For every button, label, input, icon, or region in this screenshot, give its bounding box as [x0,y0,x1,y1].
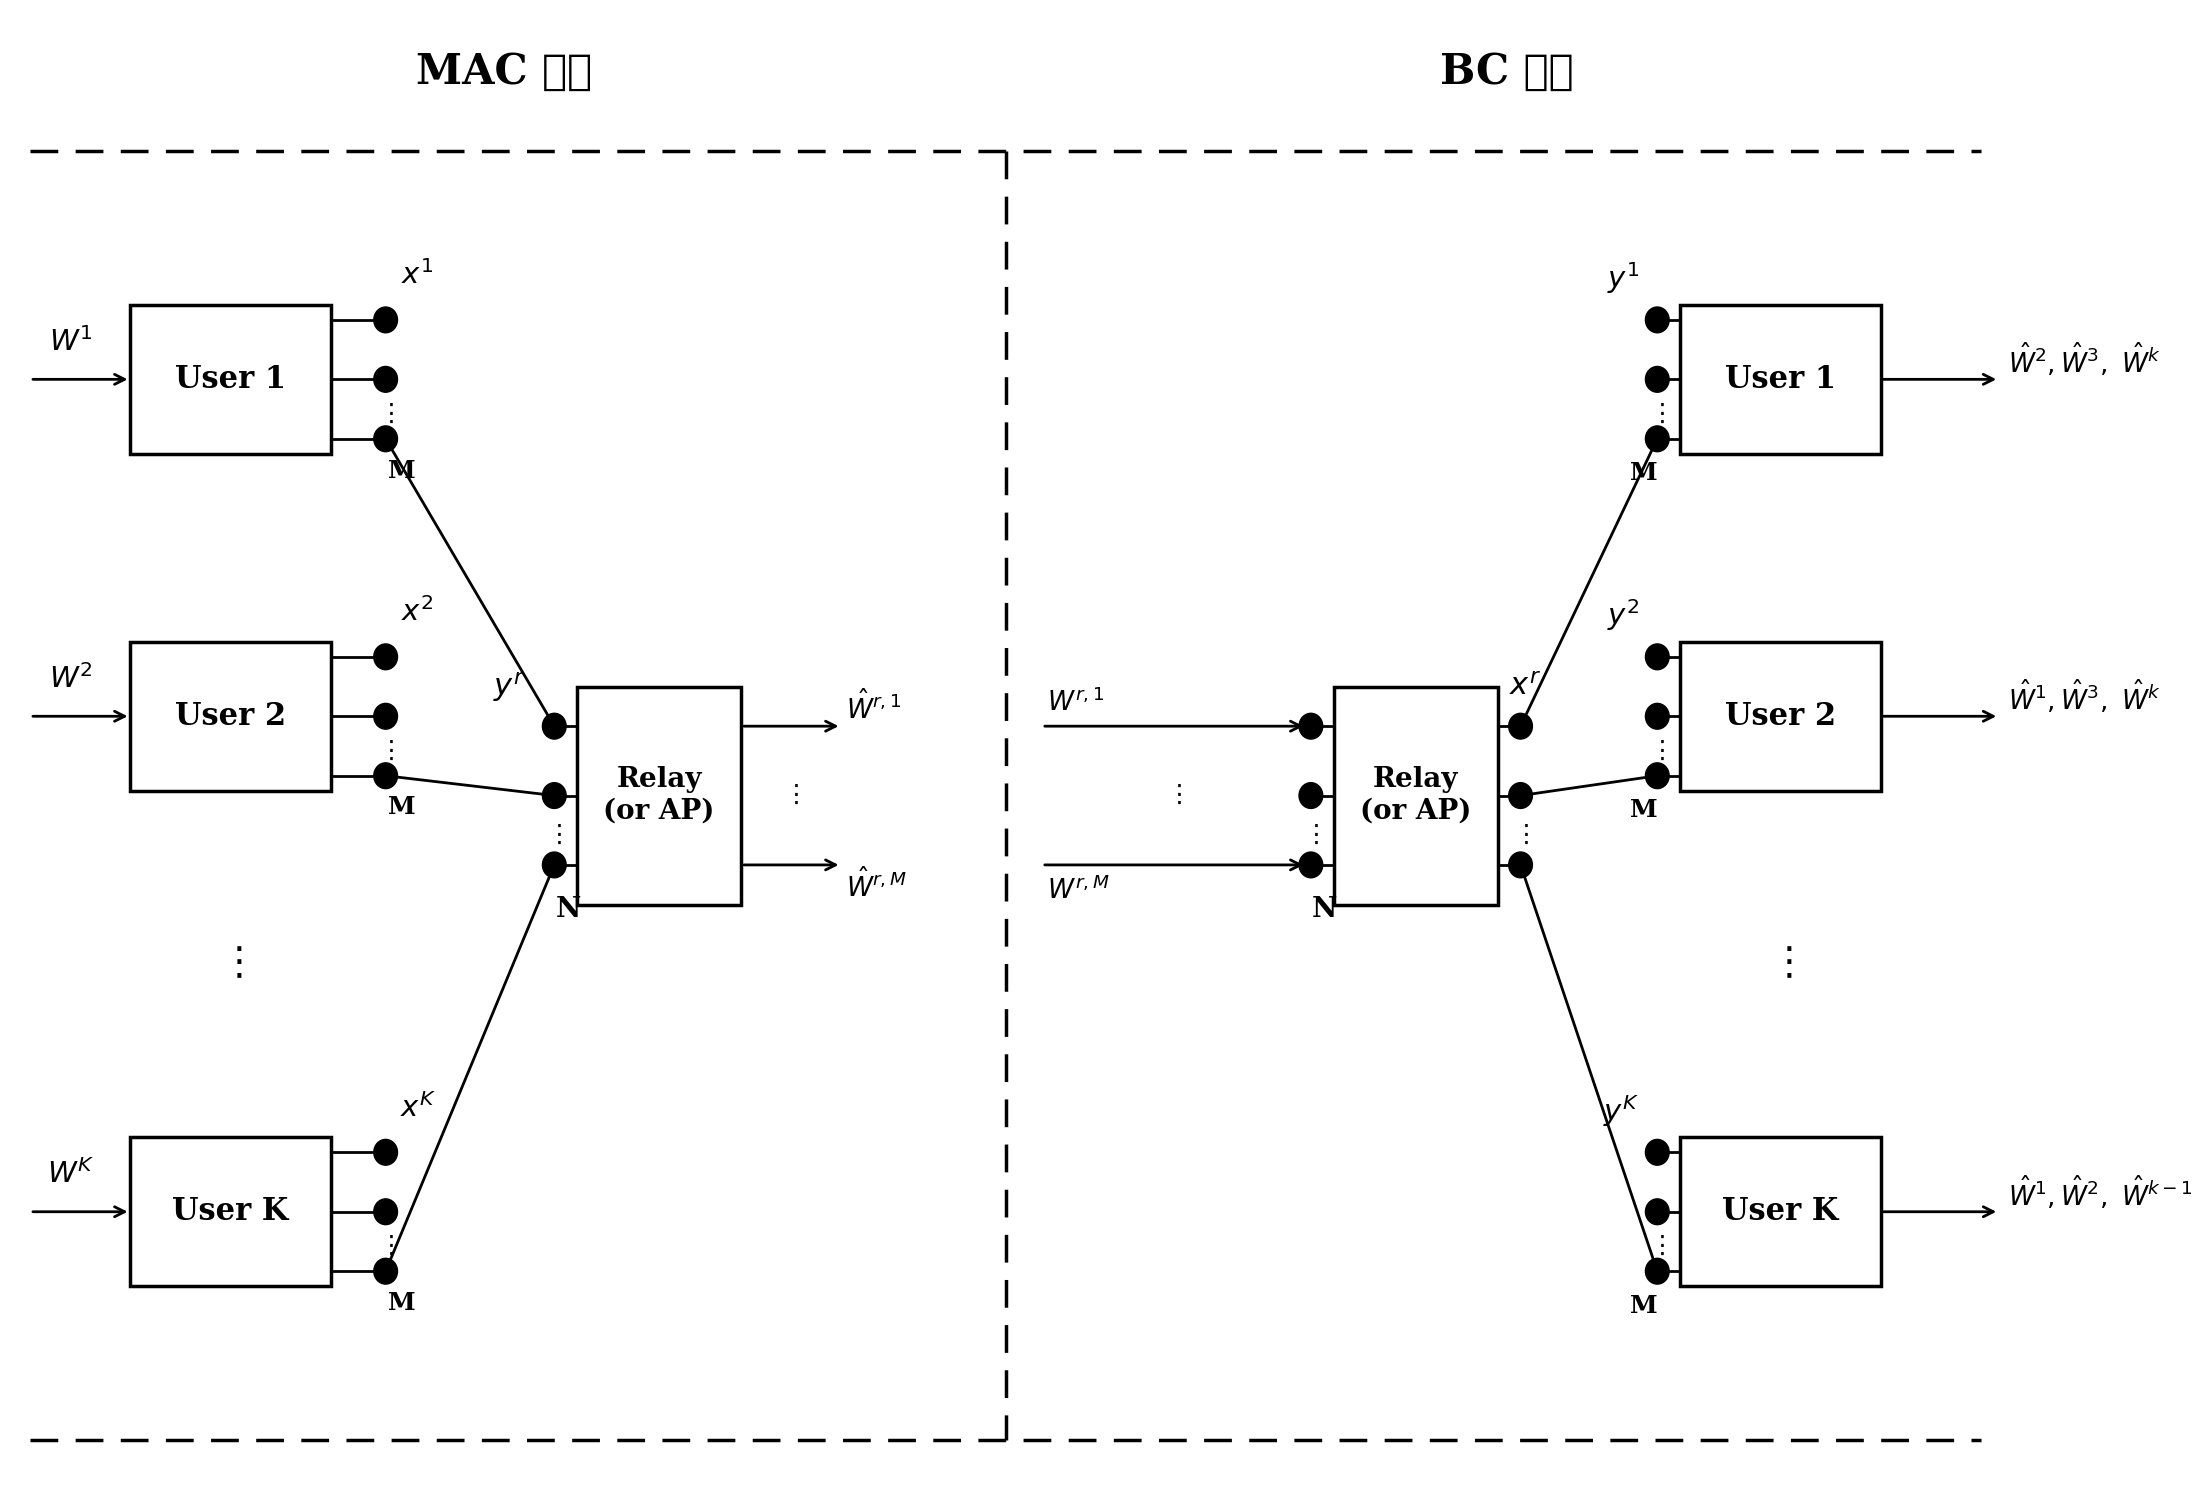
Circle shape [1509,852,1533,877]
Circle shape [1645,307,1669,333]
Text: $y^2$: $y^2$ [1607,597,1638,633]
Text: $\vdots$: $\vdots$ [1649,1235,1665,1258]
Text: User K: User K [173,1197,290,1228]
FancyBboxPatch shape [1333,686,1498,904]
Circle shape [1509,713,1533,739]
FancyBboxPatch shape [1680,1137,1880,1286]
Circle shape [1300,852,1322,877]
Text: $y^r$: $y^r$ [492,670,525,704]
Text: $W^K$: $W^K$ [48,1159,94,1189]
Circle shape [373,645,397,670]
Circle shape [373,1140,397,1165]
Circle shape [1645,1258,1669,1285]
Text: $\vdots$: $\vdots$ [1513,824,1528,847]
Text: $\hat{W}^2, \hat{W}^3,\ \hat{W}^k$: $\hat{W}^2, \hat{W}^3,\ \hat{W}^k$ [2007,340,2161,377]
Text: $\vdots$: $\vdots$ [1302,824,1320,847]
Text: M: M [389,1291,415,1314]
Circle shape [542,783,567,809]
Text: $W^{r,1}$: $W^{r,1}$ [1047,688,1105,716]
Text: $\vdots$: $\vdots$ [784,783,799,807]
Text: $\vdots$: $\vdots$ [1166,783,1181,807]
Circle shape [373,1258,397,1285]
Text: $\vdots$: $\vdots$ [1649,403,1665,425]
Text: User K: User K [1722,1197,1838,1228]
Circle shape [1645,645,1669,670]
Text: $y^K$: $y^K$ [1603,1092,1638,1128]
Text: $\hat{W}^1, \hat{W}^2,\ \hat{W}^{k-1}$: $\hat{W}^1, \hat{W}^2,\ \hat{W}^{k-1}$ [2007,1173,2194,1210]
FancyBboxPatch shape [130,642,332,791]
Text: M: M [1629,461,1658,485]
Text: $y^1$: $y^1$ [1607,260,1638,297]
Circle shape [542,852,567,877]
Circle shape [1645,762,1669,789]
Text: BC 阶段: BC 阶段 [1441,51,1575,93]
Text: User 2: User 2 [176,701,285,731]
Text: $\vdots$: $\vdots$ [1768,946,1792,983]
Text: $W^2$: $W^2$ [48,664,92,694]
Circle shape [1645,703,1669,730]
Text: $\vdots$: $\vdots$ [378,740,393,762]
Circle shape [373,1200,397,1225]
FancyBboxPatch shape [1680,642,1880,791]
Text: $W^1$: $W^1$ [48,327,92,357]
FancyBboxPatch shape [130,1137,332,1286]
Circle shape [373,367,397,392]
Text: Relay
(or AP): Relay (or AP) [1359,767,1471,825]
Text: Relay
(or AP): Relay (or AP) [604,767,716,825]
Text: $x^1$: $x^1$ [402,260,433,291]
Circle shape [1645,1200,1669,1225]
Text: User 1: User 1 [1724,364,1836,395]
FancyBboxPatch shape [130,304,332,454]
Circle shape [1645,367,1669,392]
Text: M: M [1629,798,1658,822]
Circle shape [542,713,567,739]
Text: M: M [1629,1294,1658,1317]
Circle shape [1300,783,1322,809]
Circle shape [1509,783,1533,809]
Text: $\vdots$: $\vdots$ [378,1235,393,1258]
Text: $\vdots$: $\vdots$ [220,946,242,983]
Text: $\vdots$: $\vdots$ [378,403,393,425]
Text: $\vdots$: $\vdots$ [1649,740,1665,762]
Circle shape [373,703,397,730]
FancyBboxPatch shape [1680,304,1880,454]
Text: $\vdots$: $\vdots$ [547,824,562,847]
Text: User 1: User 1 [176,364,285,395]
Circle shape [1645,425,1669,452]
Text: $x^2$: $x^2$ [402,597,433,627]
Text: M: M [389,795,415,819]
Text: N: N [556,897,580,924]
Text: User 2: User 2 [1724,701,1836,731]
Circle shape [373,307,397,333]
Text: MAC 阶段: MAC 阶段 [415,51,593,93]
Text: $\hat{W}^{r,1}$: $\hat{W}^{r,1}$ [845,689,900,724]
Text: $\hat{W}^1, \hat{W}^3,\ \hat{W}^k$: $\hat{W}^1, \hat{W}^3,\ \hat{W}^k$ [2007,677,2161,715]
Text: $x^r$: $x^r$ [1509,671,1542,703]
Text: $x^K$: $x^K$ [400,1092,435,1122]
Text: $\hat{W}^{r,M}$: $\hat{W}^{r,M}$ [845,867,907,901]
Circle shape [1300,713,1322,739]
Text: M: M [389,458,415,482]
Circle shape [1645,1140,1669,1165]
Text: N: N [1311,897,1337,924]
Circle shape [373,762,397,789]
Text: $W^{r,M}$: $W^{r,M}$ [1047,876,1109,904]
FancyBboxPatch shape [578,686,742,904]
Circle shape [373,425,397,452]
